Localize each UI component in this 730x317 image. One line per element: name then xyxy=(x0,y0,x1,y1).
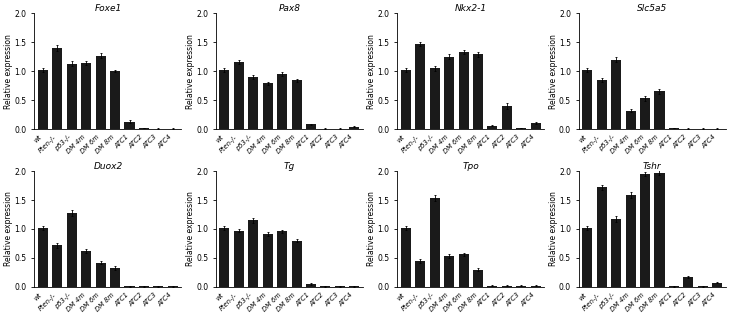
Bar xyxy=(531,123,541,129)
Bar xyxy=(712,283,722,287)
Y-axis label: Relative expression: Relative expression xyxy=(367,34,376,109)
Y-axis label: Relative expression: Relative expression xyxy=(548,191,558,266)
Bar xyxy=(66,213,77,287)
Bar xyxy=(349,127,359,129)
Y-axis label: Relative expression: Relative expression xyxy=(4,191,13,266)
Bar xyxy=(626,195,636,287)
Bar xyxy=(516,286,526,287)
Bar xyxy=(125,286,134,287)
Bar xyxy=(277,74,287,129)
Y-axis label: Relative expression: Relative expression xyxy=(185,191,195,266)
Bar xyxy=(473,55,483,129)
Bar xyxy=(96,262,106,287)
Title: Nkx2-1: Nkx2-1 xyxy=(455,4,487,13)
Bar xyxy=(444,256,454,287)
Bar xyxy=(248,220,258,287)
Bar xyxy=(291,241,301,287)
Bar xyxy=(291,81,301,129)
Bar xyxy=(415,44,426,129)
Bar xyxy=(110,71,120,129)
Bar xyxy=(263,83,273,129)
Bar xyxy=(669,286,679,287)
Bar xyxy=(125,122,134,129)
Title: Slc5a5: Slc5a5 xyxy=(637,4,667,13)
Y-axis label: Relative expression: Relative expression xyxy=(185,34,195,109)
Bar xyxy=(306,125,316,129)
Bar xyxy=(277,231,287,287)
Bar xyxy=(220,228,229,287)
Bar xyxy=(263,234,273,287)
Bar xyxy=(502,286,512,287)
Bar xyxy=(669,128,679,129)
Bar xyxy=(53,245,63,287)
Bar xyxy=(430,68,439,129)
Bar xyxy=(488,126,497,129)
Bar xyxy=(81,63,91,129)
Bar xyxy=(415,261,426,287)
Y-axis label: Relative expression: Relative expression xyxy=(548,34,558,109)
Bar xyxy=(401,228,411,287)
Bar xyxy=(234,62,244,129)
Bar xyxy=(583,228,593,287)
Bar xyxy=(110,268,120,287)
Bar xyxy=(683,277,694,287)
Title: Foxe1: Foxe1 xyxy=(94,4,121,13)
Bar xyxy=(53,48,63,129)
Bar xyxy=(626,111,636,129)
Bar xyxy=(139,128,149,129)
Bar xyxy=(502,106,512,129)
Bar xyxy=(444,57,454,129)
Bar xyxy=(153,286,164,287)
Bar xyxy=(654,173,664,287)
Bar xyxy=(596,80,607,129)
Bar xyxy=(611,60,621,129)
Bar xyxy=(583,70,593,129)
Bar xyxy=(473,269,483,287)
Bar xyxy=(488,286,497,287)
Bar xyxy=(66,64,77,129)
Bar xyxy=(306,284,316,287)
Bar xyxy=(220,70,229,129)
Title: Tshr: Tshr xyxy=(643,162,661,171)
Bar xyxy=(654,92,664,129)
Bar xyxy=(640,98,650,129)
Y-axis label: Relative expression: Relative expression xyxy=(367,191,376,266)
Bar xyxy=(139,286,149,287)
Bar xyxy=(38,228,48,287)
Title: Tg: Tg xyxy=(284,162,295,171)
Title: Pax8: Pax8 xyxy=(278,4,300,13)
Bar xyxy=(248,77,258,129)
Bar xyxy=(516,128,526,129)
Bar xyxy=(430,198,439,287)
Bar xyxy=(531,286,541,287)
Bar xyxy=(234,231,244,287)
Y-axis label: Relative expression: Relative expression xyxy=(4,34,13,109)
Bar xyxy=(335,286,345,287)
Bar xyxy=(81,251,91,287)
Bar xyxy=(96,55,106,129)
Bar xyxy=(458,52,469,129)
Title: Duox2: Duox2 xyxy=(93,162,123,171)
Bar xyxy=(596,187,607,287)
Bar xyxy=(401,70,411,129)
Bar xyxy=(320,286,331,287)
Bar xyxy=(698,286,708,287)
Bar xyxy=(640,174,650,287)
Title: Tpo: Tpo xyxy=(462,162,479,171)
Bar xyxy=(458,255,469,287)
Bar xyxy=(168,286,178,287)
Bar xyxy=(349,286,359,287)
Bar xyxy=(38,70,48,129)
Bar xyxy=(611,219,621,287)
